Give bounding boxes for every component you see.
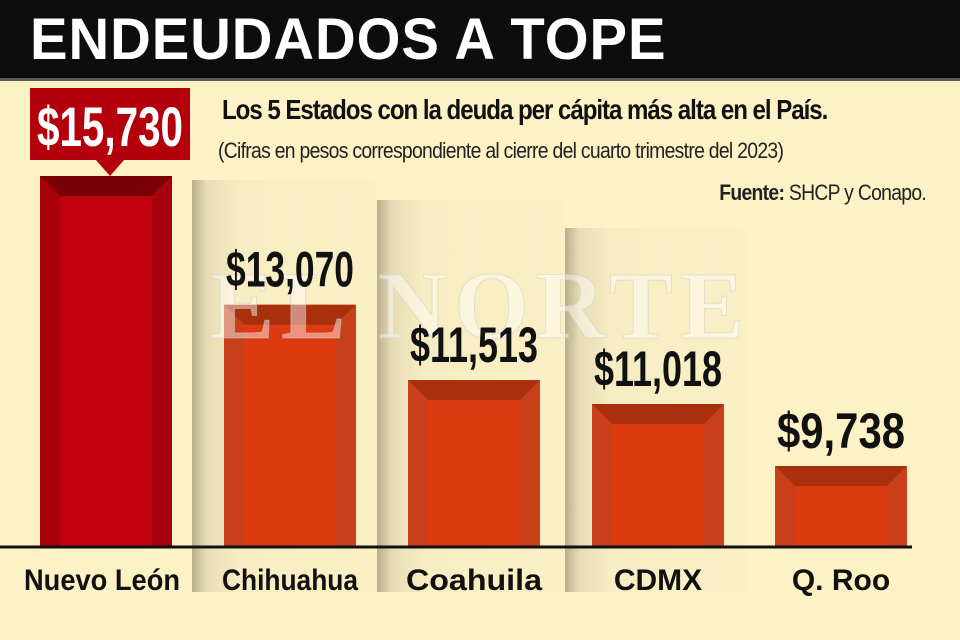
- category-label: Nuevo León: [24, 564, 180, 597]
- category-label: CDMX: [614, 564, 702, 597]
- category-label: Q. Roo: [792, 564, 890, 597]
- source-label: Fuente:: [719, 180, 785, 205]
- value-label: $13,070: [226, 242, 354, 298]
- bar-bevel-left: [40, 176, 60, 547]
- bar: [224, 304, 356, 547]
- bar-4: [775, 466, 907, 547]
- bar-bevel-left: [224, 304, 244, 547]
- bar-bevel-left: [408, 380, 428, 547]
- value-label: $9,738: [777, 403, 905, 459]
- chart-subtitle: Los 5 Estados con la deuda per cápita má…: [222, 94, 828, 125]
- bar-bevel-top: [408, 380, 540, 401]
- bar: [408, 380, 540, 547]
- title-bar: ENDEUDADOS A TOPE: [0, 0, 960, 81]
- source-line: Fuente: SHCP y Conapo.: [719, 180, 927, 206]
- chart-note: (Cifras en pesos correspondiente al cier…: [218, 138, 784, 163]
- value-label: $11,513: [410, 317, 538, 373]
- bar: [592, 404, 724, 547]
- category-label: Coahuila: [406, 564, 542, 597]
- bar-bevel-top: [775, 466, 907, 486]
- value-label: $11,018: [594, 341, 722, 397]
- value-label: $15,730: [37, 95, 183, 158]
- bar-bevel-left: [592, 404, 612, 547]
- bar: [40, 176, 172, 547]
- bar-2: [408, 380, 540, 547]
- source-text: SHCP y Conapo.: [788, 180, 927, 205]
- bar-3: [592, 404, 724, 547]
- bar-bevel-top: [224, 304, 356, 325]
- bar-bevel-right: [887, 466, 907, 547]
- value-callout: [30, 88, 190, 160]
- callout-pointer: [96, 160, 124, 176]
- bar-bevel-right: [704, 404, 724, 547]
- bar-bevel-left: [775, 466, 795, 547]
- chart-title: ENDEUDADOS A TOPE: [30, 7, 667, 72]
- bar-bevel-right: [520, 380, 540, 547]
- bar-bevel-right: [336, 304, 356, 547]
- bar-bevel-top: [40, 176, 172, 196]
- category-label: Chihuahua: [222, 564, 358, 597]
- watermark-logo: EL NORTE: [210, 252, 750, 359]
- bar-0: [40, 176, 172, 547]
- bar-bevel-top: [592, 404, 724, 425]
- bar-1: [224, 304, 356, 547]
- bar-bevel-right: [152, 176, 172, 547]
